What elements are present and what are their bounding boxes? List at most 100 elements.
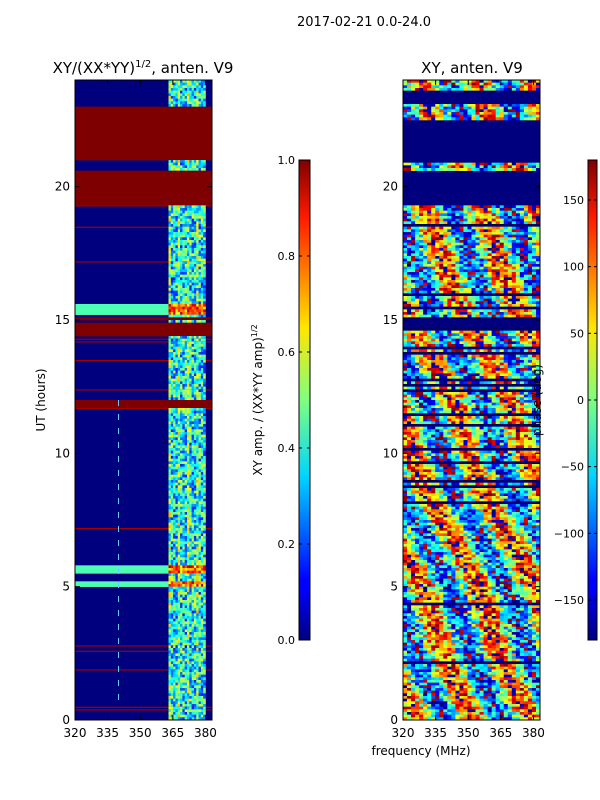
amp-cell [189,597,192,601]
phase-cell [419,82,424,86]
amp-cell [189,512,192,515]
phase-cell [467,216,472,219]
phase-cell [419,112,424,115]
phase-cell [419,162,424,166]
phase-cell [531,261,537,265]
amp-cell [200,445,204,449]
amp-cell [203,704,206,707]
amp-cell [180,306,183,310]
amp-cell [168,504,172,507]
amp-cell [198,637,202,641]
phase-cell [515,253,521,257]
phase-cell [507,258,513,262]
phase-cell [475,274,480,278]
amp-cell [184,312,188,315]
phase-cell [415,216,420,219]
amp-cell [175,650,179,654]
amp-cell [175,525,179,529]
amp-cell [170,554,174,558]
amp-cell [184,352,188,355]
phase-cell [447,250,452,254]
amp-cell [182,493,185,497]
phase-cell [451,309,456,313]
phase-cell [455,213,460,217]
amp-cell [203,461,206,465]
amp-cell [189,456,192,459]
amp-cell [191,672,195,675]
amp-cell [175,160,179,163]
phase-cell [419,285,424,289]
amp-cell [203,658,206,662]
phase-cell [479,298,484,302]
amp-cell [175,464,179,467]
phase-cell [519,237,525,241]
phase-cell [459,240,464,243]
phase-cell [407,168,412,171]
phase-cell [459,296,464,299]
phase-cell [519,221,525,225]
amp-cell [186,698,190,702]
phase-cell [451,234,456,238]
amp-cell [191,80,195,83]
amp-cell [184,618,188,622]
phase-cell [471,162,476,166]
amp-cell [189,544,192,547]
amp-cell [180,208,183,211]
amp-cell [186,298,190,302]
amp-cell [168,357,172,361]
phase-cell [479,264,484,267]
amp-cell [177,626,181,630]
phase-cell [503,82,509,86]
amp-cell [198,685,202,689]
phase-cell [447,80,452,83]
phase-cell [507,266,513,270]
phase-cell [455,282,460,286]
amp-cell [203,208,206,211]
amp-cell [198,570,202,574]
amp-cell [191,288,195,291]
amp-cell [198,677,202,681]
amp-cell [173,594,176,598]
phase-cell [407,261,412,265]
amp-cell [189,464,192,467]
amp-cell [200,98,204,102]
amp-cell [177,672,181,675]
amp-cell [184,258,188,262]
amp-cell [189,618,192,622]
phase-cell [439,114,444,118]
amp-cell [198,376,202,379]
phase-cell [475,253,480,257]
amp-cell [203,320,206,323]
amp-cell [177,624,181,627]
amp-cell [180,370,183,374]
amp-cell [184,701,188,705]
phase-cell [483,106,488,110]
amp-cell [180,626,183,630]
amp-cell [196,685,199,689]
phase-cell [451,208,456,211]
phase-cell [527,242,533,246]
amp-cell [203,352,206,355]
amp-cell [196,424,199,427]
phase-cell [503,205,509,209]
phase-cell [515,85,521,89]
amp-cell [191,693,195,697]
amp-cell [184,392,188,395]
phase-cell [435,296,440,299]
amp-cell [170,264,174,267]
amp-cell [189,461,192,465]
phase-cell [499,104,505,107]
amp-cell [186,309,190,313]
phase-cell [487,261,492,265]
amp-cell [180,592,183,595]
amp-cell [180,280,183,283]
phase-cell [499,221,505,225]
amp-cell [184,634,188,638]
amp-cell [200,613,204,617]
phase-cell [463,106,468,110]
amp-cell [180,365,183,369]
phase-cell [451,266,456,270]
amp-cell [191,384,195,387]
amp-cell [182,632,185,635]
amp-cell [177,253,181,257]
